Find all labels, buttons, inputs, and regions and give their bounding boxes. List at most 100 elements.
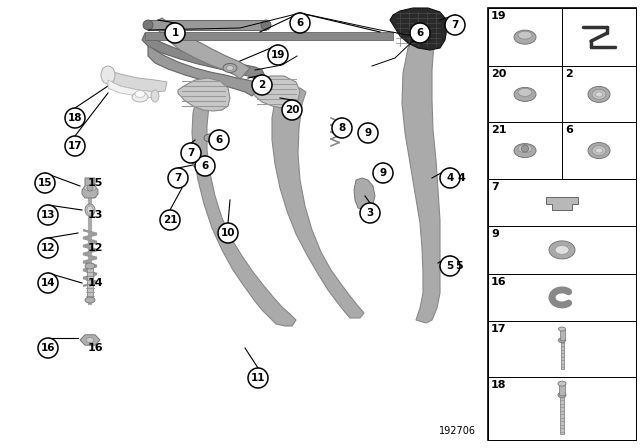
Bar	[148, 20, 266, 30]
Bar	[559, 329, 564, 340]
Circle shape	[38, 205, 58, 225]
Ellipse shape	[518, 31, 532, 39]
Polygon shape	[402, 16, 440, 323]
Ellipse shape	[518, 145, 532, 153]
Text: 8: 8	[339, 123, 346, 133]
Circle shape	[38, 273, 58, 293]
Polygon shape	[390, 8, 447, 50]
Ellipse shape	[132, 92, 148, 102]
Text: 19: 19	[271, 50, 285, 60]
Text: 11: 11	[251, 373, 265, 383]
Circle shape	[248, 368, 268, 388]
Text: 16: 16	[88, 343, 104, 353]
Ellipse shape	[595, 92, 602, 97]
Text: 18: 18	[491, 380, 506, 390]
Polygon shape	[178, 78, 230, 111]
Text: 12: 12	[41, 243, 55, 253]
Circle shape	[87, 185, 93, 191]
Ellipse shape	[261, 20, 271, 30]
Ellipse shape	[85, 263, 95, 269]
Text: 15: 15	[88, 178, 104, 188]
Text: 20: 20	[491, 69, 506, 79]
Text: 5: 5	[446, 261, 454, 271]
Circle shape	[360, 203, 380, 223]
Polygon shape	[253, 76, 300, 108]
Bar	[488, 8, 636, 440]
Ellipse shape	[558, 392, 566, 398]
Circle shape	[332, 118, 352, 138]
Text: 7: 7	[188, 148, 195, 158]
Ellipse shape	[84, 185, 96, 191]
Ellipse shape	[514, 30, 536, 44]
Bar	[560, 395, 564, 434]
Bar	[488, 321, 636, 377]
Circle shape	[290, 13, 310, 33]
Text: 17: 17	[68, 141, 83, 151]
Text: 4: 4	[446, 173, 454, 183]
Circle shape	[440, 168, 460, 188]
Ellipse shape	[592, 146, 606, 155]
Ellipse shape	[207, 136, 213, 140]
Text: 9: 9	[364, 128, 372, 138]
Bar	[488, 377, 636, 440]
Polygon shape	[546, 198, 578, 211]
Text: 6: 6	[296, 18, 303, 28]
Text: 18: 18	[68, 113, 83, 123]
Polygon shape	[80, 335, 100, 345]
Text: 3: 3	[366, 208, 374, 218]
Bar	[559, 383, 565, 395]
Text: 7: 7	[174, 173, 182, 183]
Polygon shape	[142, 33, 266, 80]
Text: 2: 2	[259, 80, 266, 90]
Ellipse shape	[101, 66, 115, 84]
Circle shape	[218, 223, 238, 243]
Text: 16: 16	[491, 277, 507, 287]
Polygon shape	[82, 178, 98, 198]
Text: 9: 9	[380, 168, 387, 178]
Ellipse shape	[592, 90, 606, 99]
Text: 13: 13	[88, 210, 104, 220]
Ellipse shape	[559, 338, 566, 343]
Polygon shape	[108, 70, 167, 92]
Text: 6: 6	[565, 125, 573, 135]
Text: 4: 4	[458, 173, 466, 183]
Circle shape	[65, 108, 85, 128]
Ellipse shape	[549, 241, 575, 259]
Ellipse shape	[227, 65, 234, 70]
Circle shape	[165, 23, 185, 43]
Ellipse shape	[204, 134, 216, 142]
Ellipse shape	[595, 148, 602, 153]
Bar	[562, 122, 636, 179]
Text: 7: 7	[451, 20, 459, 30]
Polygon shape	[192, 86, 296, 326]
Ellipse shape	[193, 160, 204, 168]
Circle shape	[195, 156, 215, 176]
Circle shape	[35, 173, 55, 193]
Text: 15: 15	[38, 178, 52, 188]
Polygon shape	[272, 88, 364, 318]
Circle shape	[358, 123, 378, 143]
Ellipse shape	[588, 142, 610, 159]
Text: 192706: 192706	[439, 426, 476, 436]
Circle shape	[252, 75, 272, 95]
Text: 7: 7	[491, 181, 499, 192]
Circle shape	[282, 100, 302, 120]
Polygon shape	[153, 18, 250, 79]
Text: 21: 21	[491, 125, 506, 135]
Circle shape	[440, 256, 460, 276]
Bar	[488, 226, 636, 274]
Bar	[145, 32, 393, 40]
Text: 6: 6	[417, 28, 424, 38]
Text: 13: 13	[41, 210, 55, 220]
Text: 5: 5	[455, 261, 463, 271]
Ellipse shape	[195, 162, 200, 166]
Text: 19: 19	[491, 11, 507, 21]
Ellipse shape	[514, 87, 536, 101]
Circle shape	[168, 168, 188, 188]
Text: 6: 6	[216, 135, 223, 145]
Text: 12: 12	[88, 243, 104, 253]
Bar	[488, 122, 562, 179]
Polygon shape	[108, 80, 155, 98]
Ellipse shape	[518, 88, 532, 96]
Text: 16: 16	[41, 343, 55, 353]
